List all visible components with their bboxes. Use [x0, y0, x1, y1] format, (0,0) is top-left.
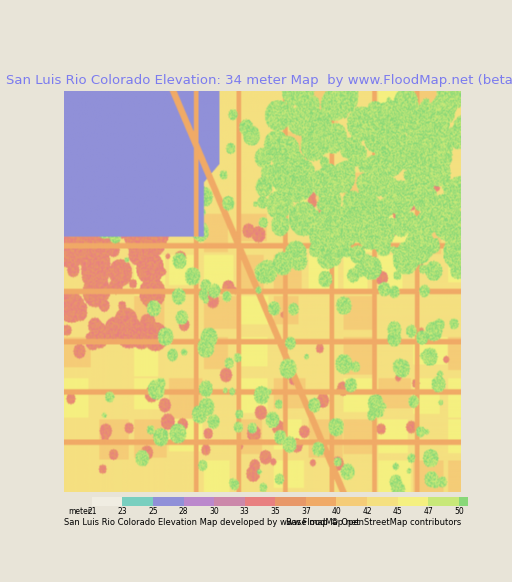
Bar [367, 497, 398, 506]
Text: 23: 23 [118, 507, 127, 516]
Bar [459, 497, 468, 506]
Text: 35: 35 [270, 507, 280, 516]
Bar [275, 497, 306, 506]
Bar [398, 497, 428, 506]
Text: meter: meter [68, 507, 91, 516]
Bar [428, 497, 459, 506]
Text: 45: 45 [393, 507, 402, 516]
Bar [183, 497, 214, 506]
Bar [336, 497, 367, 506]
Text: 25: 25 [148, 507, 158, 516]
Text: 50: 50 [454, 507, 464, 516]
Text: 28: 28 [179, 507, 188, 516]
Text: Base map © OpenStreetMap contributors: Base map © OpenStreetMap contributors [286, 519, 461, 527]
Text: 33: 33 [240, 507, 249, 516]
Text: 21: 21 [87, 507, 97, 516]
Bar [122, 497, 153, 506]
Text: 37: 37 [301, 507, 311, 516]
Bar [92, 497, 122, 506]
Text: San Luis Rio Colorado Elevation Map developed by www.FloodMap.net: San Luis Rio Colorado Elevation Map deve… [64, 519, 359, 527]
Bar [214, 497, 245, 506]
Text: 42: 42 [362, 507, 372, 516]
Bar [153, 497, 183, 506]
Text: 40: 40 [332, 507, 342, 516]
Bar [245, 497, 275, 506]
Text: 47: 47 [423, 507, 433, 516]
Text: 30: 30 [209, 507, 219, 516]
Bar [306, 497, 336, 506]
Text: San Luis Rio Colorado Elevation: 34 meter Map  by www.FloodMap.net (beta): San Luis Rio Colorado Elevation: 34 mete… [6, 74, 512, 87]
